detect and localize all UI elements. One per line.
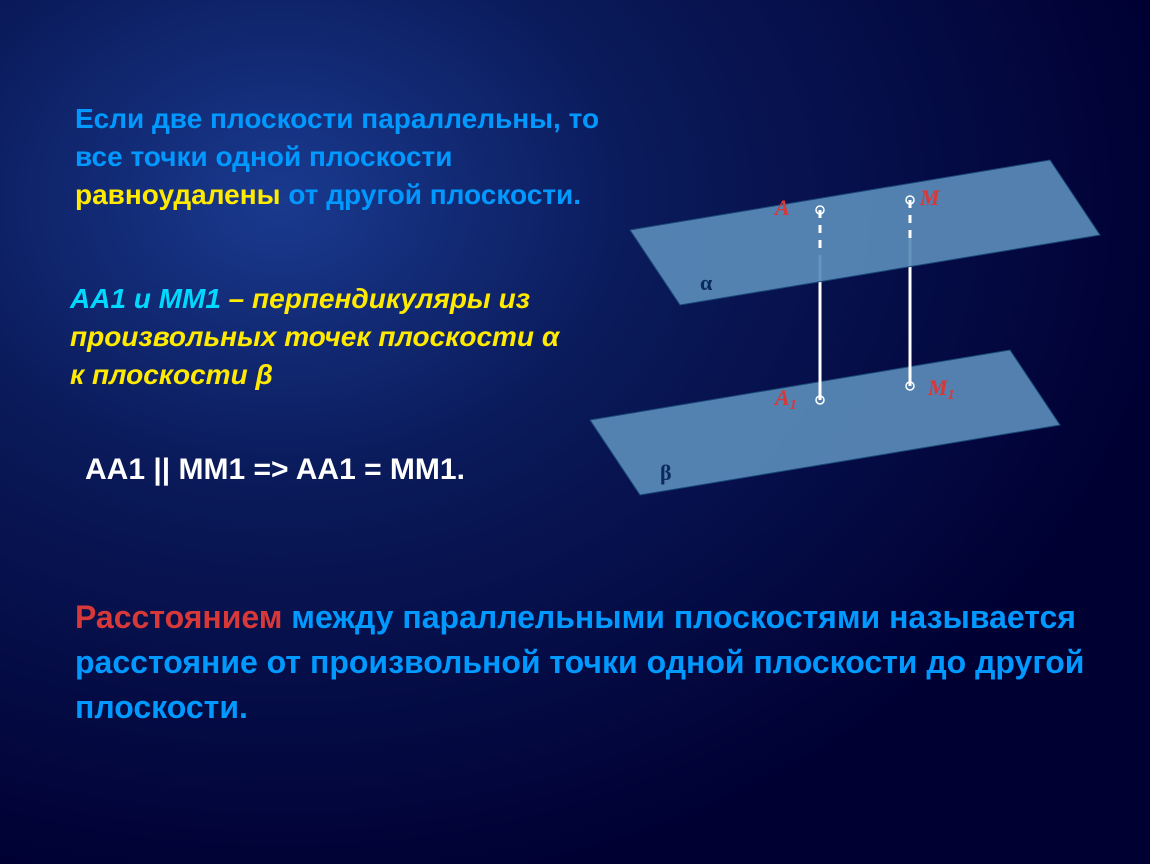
svg-text:А: А bbox=[773, 195, 790, 220]
diagram-svg: А1М1βАМα bbox=[520, 140, 1120, 510]
svg-text:М: М bbox=[919, 185, 941, 210]
planes-diagram: А1М1βАМα bbox=[520, 140, 1120, 460]
equation: АА1 || MM1 => AA1 = MM1. bbox=[85, 453, 465, 486]
slide: Если две плоскости параллельны, то все т… bbox=[0, 0, 1150, 864]
perp-part1: АА1 и ММ1 bbox=[70, 283, 221, 314]
definition-text: Расстоянием между параллельными плоскост… bbox=[75, 595, 1085, 729]
equation-text: АА1 || MM1 => AA1 = MM1. bbox=[85, 450, 465, 489]
def-part1: Расстоянием bbox=[75, 599, 282, 635]
theorem-accent: равноудалены bbox=[75, 179, 281, 210]
svg-text:α: α bbox=[700, 270, 713, 295]
svg-text:β: β bbox=[660, 460, 672, 485]
perpendiculars-text: АА1 и ММ1 – перпендикуляры из произвольн… bbox=[70, 280, 560, 393]
